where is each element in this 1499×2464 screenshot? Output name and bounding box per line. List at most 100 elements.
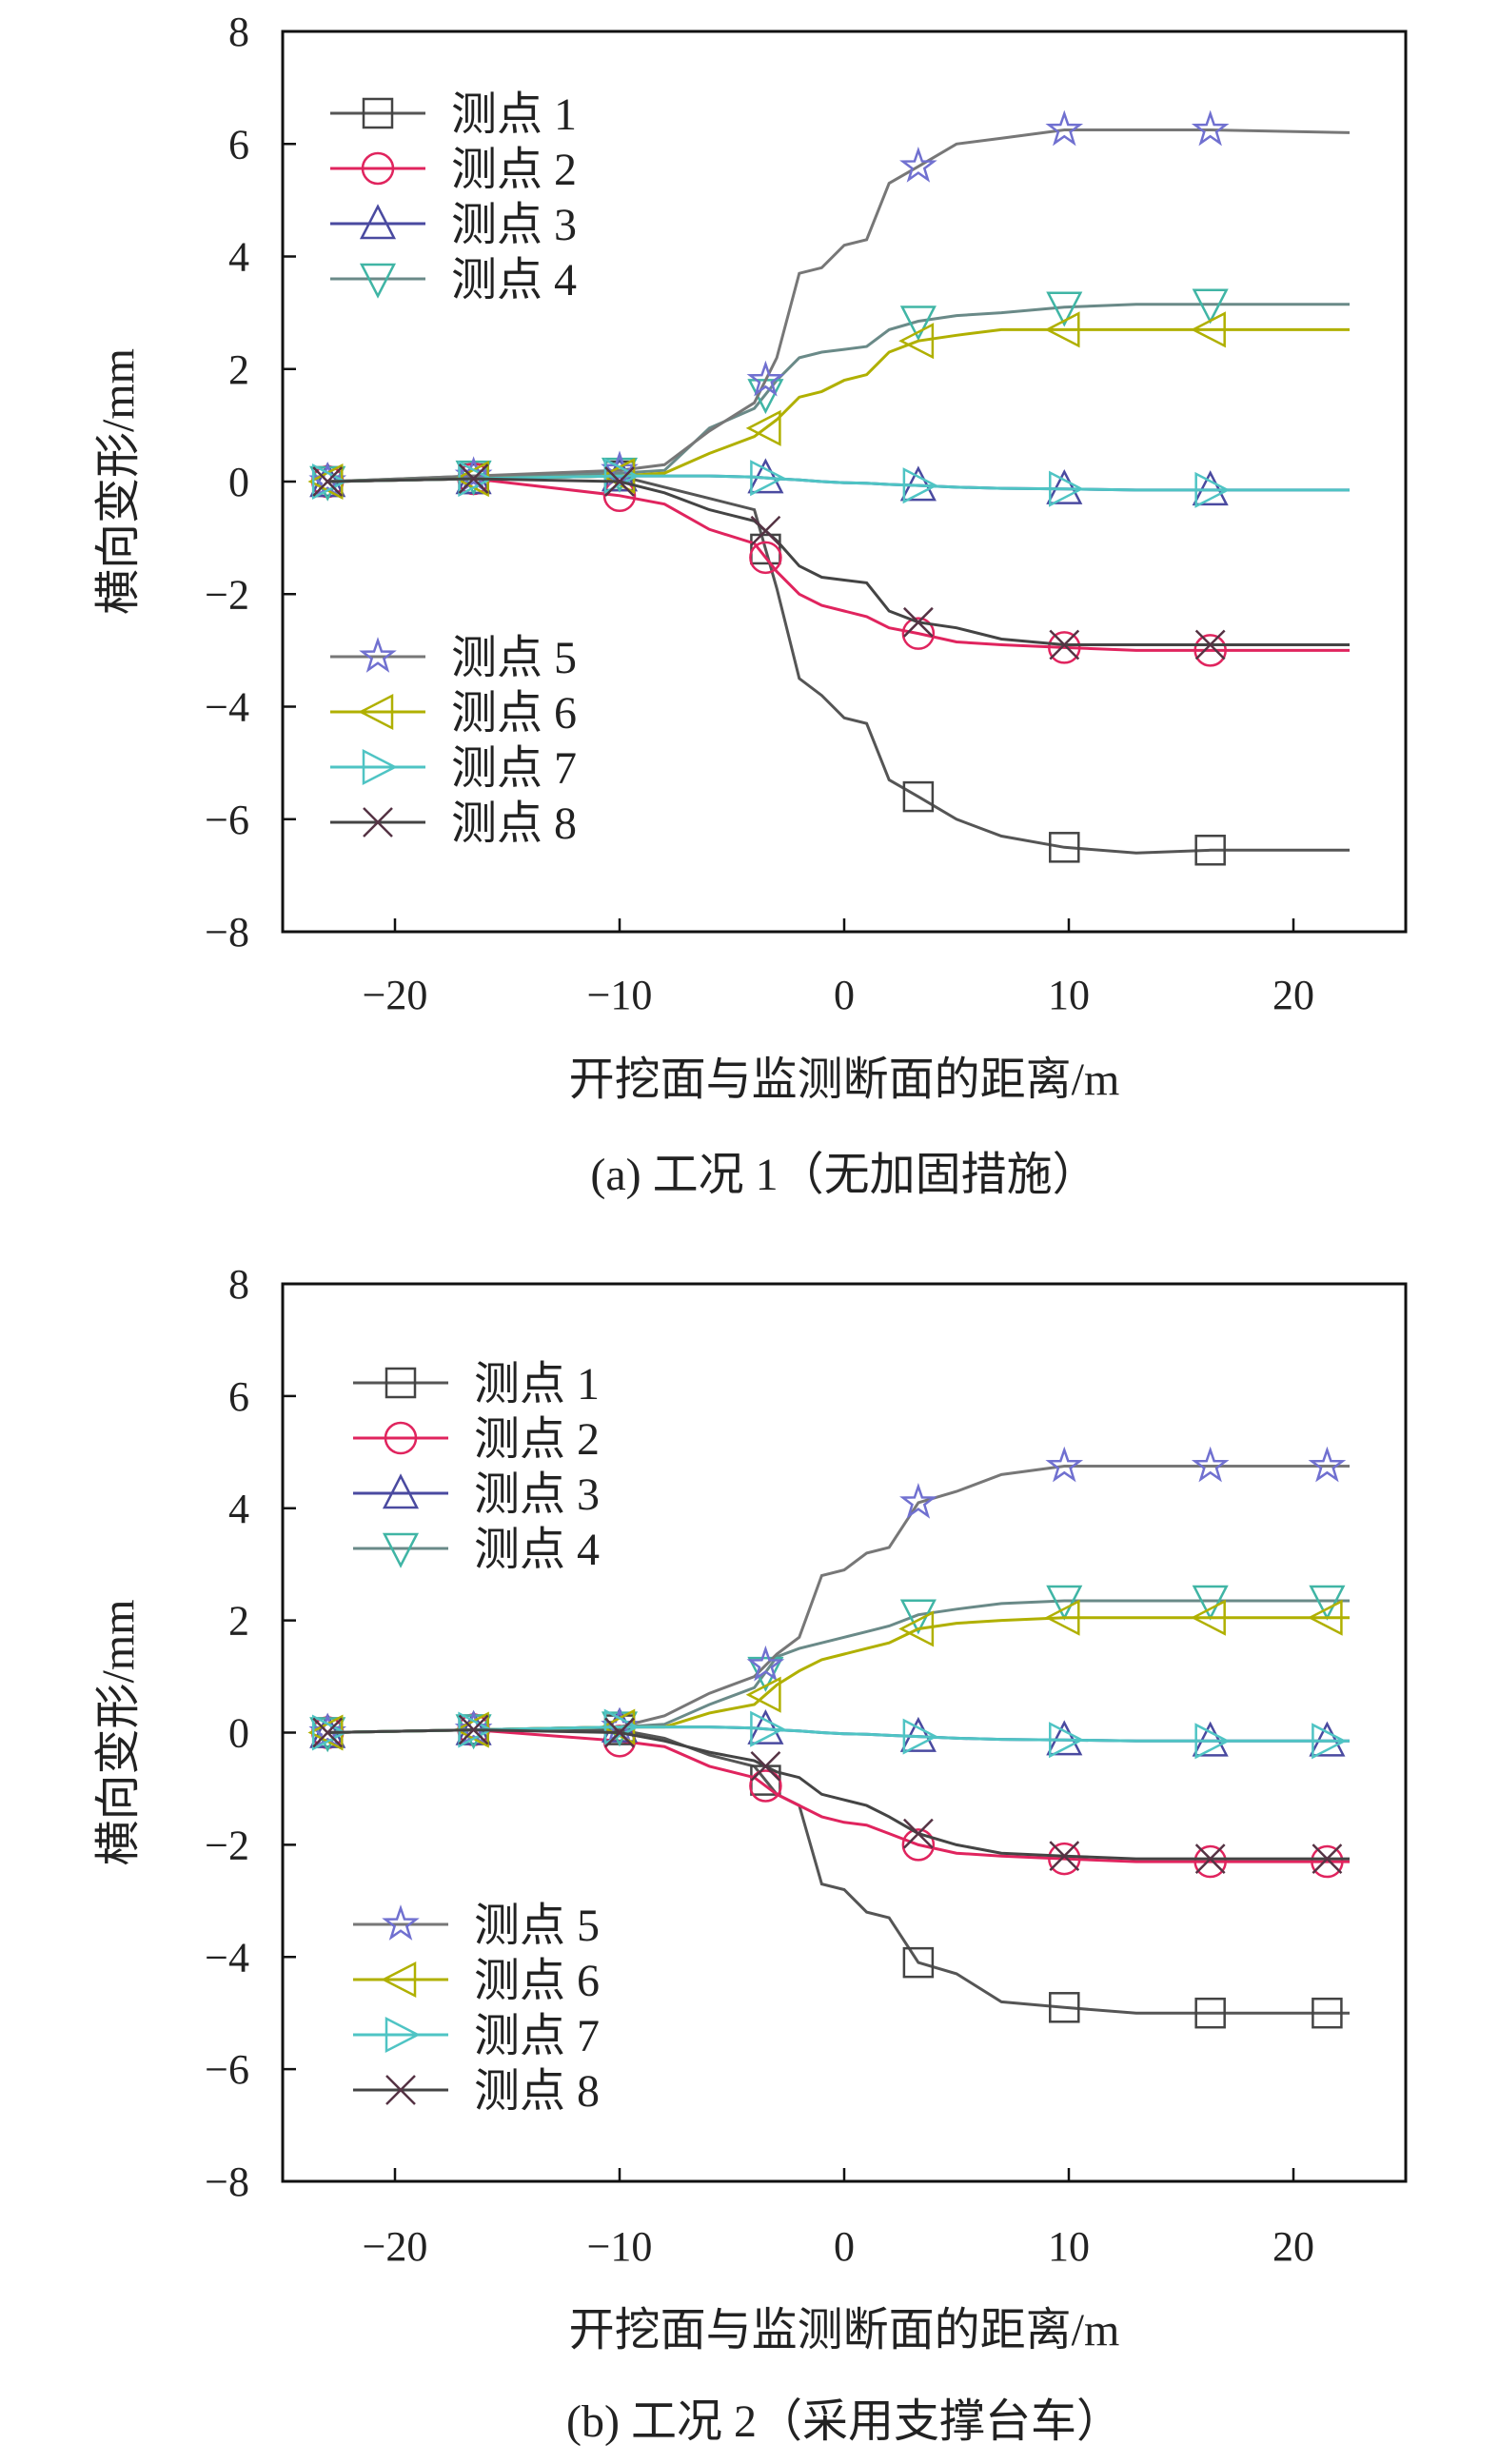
data-point-marker <box>1194 629 1226 660</box>
data-point-marker <box>1194 1843 1226 1874</box>
y-tick-label: 4 <box>228 1486 249 1532</box>
data-point-marker <box>899 147 937 183</box>
data-point-marker <box>1045 109 1084 147</box>
data-point-marker <box>1045 1446 1084 1483</box>
x-tick-label: −10 <box>587 2223 653 2270</box>
series-line <box>327 474 1350 492</box>
series-line <box>327 327 1350 483</box>
y-tick-label: −2 <box>205 1822 249 1868</box>
legend-item: 测点 7 <box>353 2011 600 2061</box>
y-tick-label: −6 <box>205 797 249 843</box>
legend-marker <box>382 1532 420 1568</box>
data-point-marker <box>1190 311 1226 348</box>
legend-item: 测点 5 <box>330 633 577 683</box>
data-point-marker <box>308 462 347 498</box>
data-point-marker <box>1191 1446 1230 1483</box>
data-point-marker <box>899 306 937 342</box>
series-7 <box>311 458 1350 508</box>
data-point-marker <box>1190 1599 1226 1636</box>
x-tick-label: −20 <box>363 2223 428 2270</box>
data-point-marker <box>1193 634 1227 667</box>
data-point-marker <box>1194 1723 1231 1760</box>
data-point-marker <box>1049 470 1085 507</box>
series-8 <box>312 463 1350 660</box>
data-point-marker <box>311 463 347 501</box>
x-tick-label: 10 <box>1048 2223 1090 2270</box>
legend-label: 测点 8 <box>474 2066 600 2117</box>
y-tick-label: −6 <box>205 2046 249 2093</box>
y-tick-label: −4 <box>205 684 249 731</box>
series-line <box>327 1599 1350 1734</box>
series-line <box>327 1465 1350 1734</box>
x-axis-label: 开挖面与监测断面的距离/m <box>569 1055 1120 1105</box>
y-tick-label: 8 <box>228 9 249 55</box>
x-tick-label: 0 <box>834 2223 855 2270</box>
y-tick-label: −8 <box>205 909 249 956</box>
legend-item: 测点 5 <box>353 1901 600 1951</box>
series-line <box>327 477 1350 652</box>
data-point-marker <box>749 541 782 575</box>
data-point-marker <box>1049 629 1080 660</box>
series-line <box>327 1728 1350 2015</box>
data-point-marker <box>1194 1997 1226 2029</box>
legend-label: 测点 7 <box>451 743 577 794</box>
legend-label: 测点 5 <box>474 1901 600 1951</box>
series-5 <box>308 109 1351 498</box>
legend-item: 测点 2 <box>330 145 577 195</box>
y-axis-label: 横向变形/mm <box>93 1599 144 1865</box>
data-point-marker <box>898 1610 935 1647</box>
x-tick-label: 10 <box>1048 972 1090 1018</box>
legend-marker <box>362 748 398 786</box>
x-tick-label: 20 <box>1272 972 1314 1018</box>
data-point-marker <box>1194 471 1231 508</box>
series-line <box>327 1725 1350 1743</box>
data-point-marker <box>1307 1599 1343 1636</box>
data-point-marker <box>454 1709 493 1746</box>
series-1 <box>311 1714 1350 2029</box>
legend-item: 测点 8 <box>353 2066 600 2117</box>
y-tick-label: −8 <box>205 2158 249 2205</box>
data-point-marker <box>902 467 938 504</box>
data-point-marker <box>1046 1585 1083 1621</box>
data-point-marker <box>1191 109 1230 147</box>
legend-marker <box>382 1473 420 1509</box>
data-point-marker <box>1046 291 1083 327</box>
legend-marker <box>385 2016 421 2054</box>
data-point-marker <box>745 409 781 446</box>
data-point-marker <box>1044 1599 1080 1636</box>
data-point-marker <box>458 463 489 494</box>
data-point-marker <box>902 1718 938 1755</box>
data-point-marker <box>312 466 344 497</box>
legend-label: 测点 2 <box>451 145 577 195</box>
data-point-marker <box>746 1645 785 1682</box>
y-tick-label: 2 <box>228 346 249 393</box>
x-tick-label: 20 <box>1272 2223 1314 2270</box>
legend-item: 测点 1 <box>330 89 577 140</box>
data-point-marker <box>1312 1997 1343 2029</box>
legend-marker <box>381 1961 417 1999</box>
legend-label: 测点 1 <box>451 89 577 140</box>
legend-marker <box>361 151 395 186</box>
data-point-marker <box>604 1717 635 1748</box>
legend-item: 测点 6 <box>330 688 577 739</box>
data-point-marker <box>312 1717 344 1748</box>
plot-frame <box>281 30 1408 934</box>
legend-label: 测点 8 <box>451 798 577 849</box>
y-tick-label: 6 <box>228 121 249 168</box>
chart-caption: (b) 工况 2（采用支撑台车） <box>566 2396 1122 2447</box>
data-point-marker <box>901 617 936 650</box>
legend-label: 测点 5 <box>451 633 577 683</box>
legend: 测点 1测点 2测点 3测点 4 测点 5测点 6测点 7测点 8 <box>353 1359 600 2117</box>
data-point-marker <box>1309 1585 1346 1621</box>
data-point-marker <box>1192 1585 1229 1621</box>
series-line <box>327 1728 1350 1863</box>
legend-item: 测点 1 <box>353 1359 600 1409</box>
data-point-marker <box>454 456 493 492</box>
legend-item: 测点 4 <box>353 1525 600 1575</box>
legend-marker <box>359 204 397 240</box>
legend-label: 测点 2 <box>474 1414 600 1465</box>
data-point-marker <box>1311 1844 1344 1879</box>
legend-label: 测点 6 <box>474 1956 600 2006</box>
